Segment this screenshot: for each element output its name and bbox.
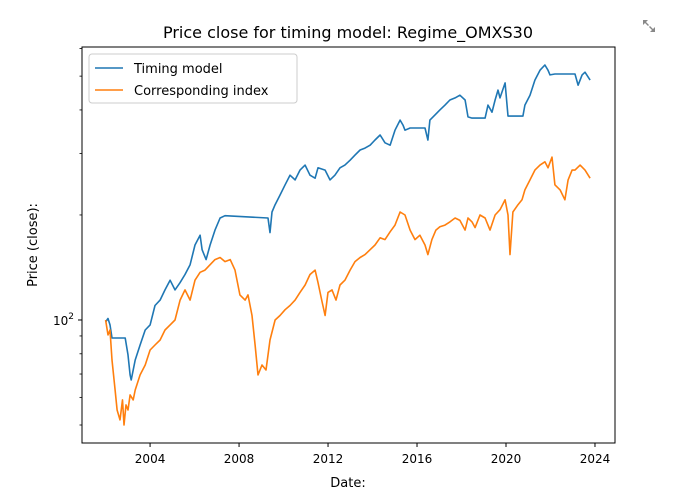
x-tick-label: 2020 bbox=[491, 452, 522, 466]
legend-label-timing-model: Timing model bbox=[133, 62, 223, 77]
x-tick-label: 2016 bbox=[402, 452, 433, 466]
x-axis-label: Date: bbox=[330, 476, 365, 491]
expand-arrows-icon[interactable] bbox=[641, 18, 657, 34]
x-tick-label: 2024 bbox=[580, 452, 611, 466]
series-line-corresponding-index bbox=[104, 156, 591, 426]
x-tick-label: 2004 bbox=[135, 452, 166, 466]
legend: Timing model Corresponding index bbox=[88, 53, 298, 104]
plot-frame bbox=[81, 46, 616, 444]
y-tick-label: 102 bbox=[53, 312, 74, 328]
x-tick-label: 2008 bbox=[224, 452, 255, 466]
y-axis-label: Price (close): bbox=[26, 203, 41, 287]
series-line-timing-model bbox=[104, 64, 591, 381]
legend-box bbox=[88, 53, 298, 104]
x-tick-label: 2012 bbox=[313, 452, 344, 466]
legend-label-corresponding-index: Corresponding index bbox=[134, 84, 269, 99]
chart-title: Price close for timing model: Regime_OMX… bbox=[163, 23, 533, 43]
